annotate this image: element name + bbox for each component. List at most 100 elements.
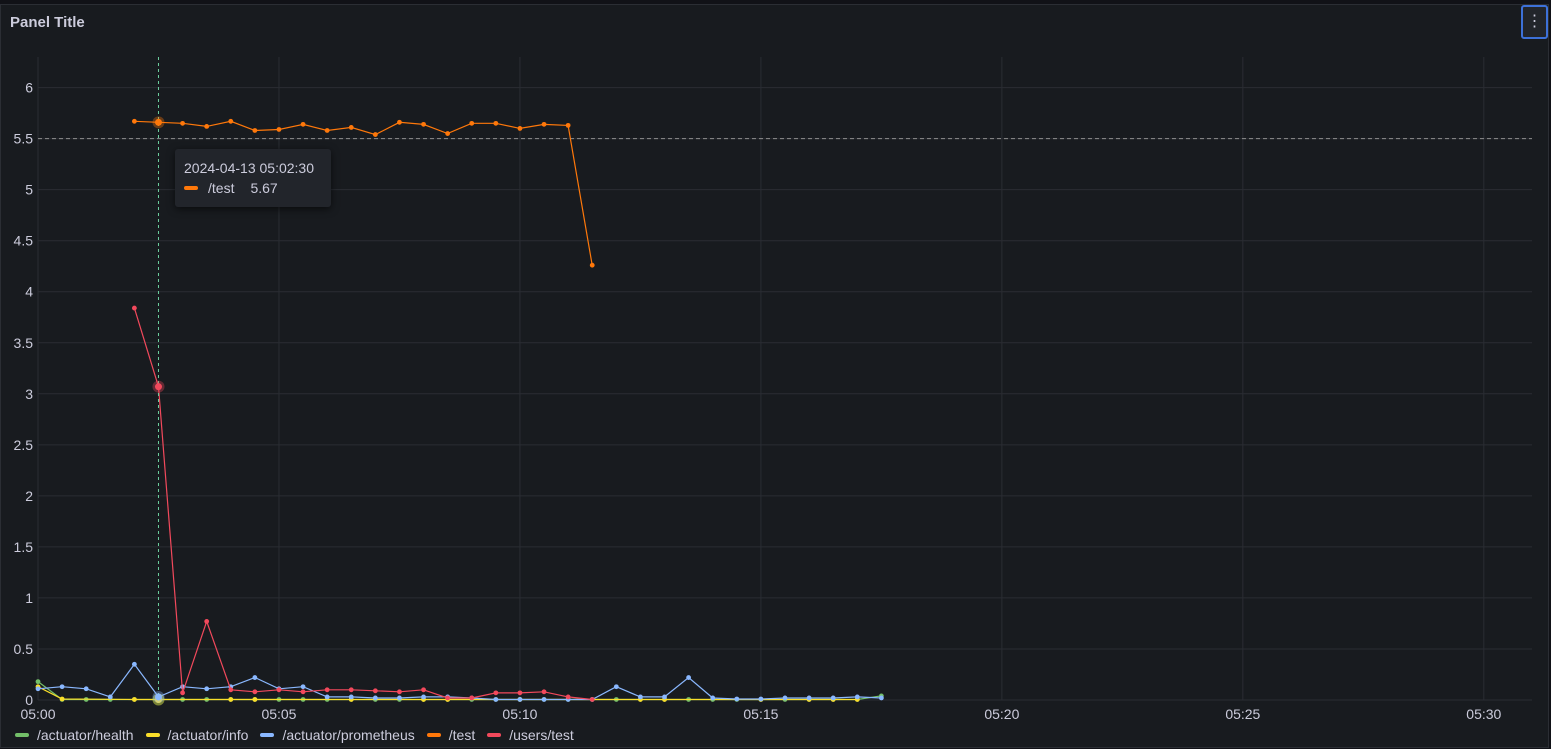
panel-menu-button[interactable]: ⋮ bbox=[1521, 5, 1548, 39]
data-point[interactable] bbox=[131, 118, 137, 124]
data-point[interactable] bbox=[324, 694, 330, 700]
data-point[interactable] bbox=[541, 121, 547, 127]
data-point[interactable] bbox=[324, 687, 330, 693]
legend-item[interactable]: /actuator/health bbox=[15, 727, 134, 743]
chart-legend: /actuator/health/actuator/info/actuator/… bbox=[15, 727, 574, 743]
data-point[interactable] bbox=[276, 127, 282, 132]
data-point[interactable] bbox=[228, 687, 234, 693]
data-point[interactable] bbox=[517, 690, 523, 696]
data-point[interactable] bbox=[372, 695, 378, 701]
data-point[interactable] bbox=[493, 697, 499, 702]
crosshair bbox=[152, 57, 165, 706]
data-point[interactable] bbox=[830, 695, 836, 701]
data-point[interactable] bbox=[397, 695, 402, 701]
data-point[interactable] bbox=[517, 126, 523, 131]
data-point[interactable] bbox=[252, 697, 258, 702]
y-tick-label: 3.5 bbox=[14, 335, 34, 351]
data-point[interactable] bbox=[686, 675, 692, 680]
y-tick-label: 0 bbox=[25, 692, 33, 708]
legend-item[interactable]: /actuator/prometheus bbox=[260, 727, 415, 743]
data-point[interactable] bbox=[734, 696, 740, 702]
x-tick-label: 05:10 bbox=[502, 706, 537, 722]
chart-series bbox=[35, 118, 884, 702]
data-point[interactable] bbox=[469, 120, 475, 126]
series-actuator-prometheus[interactable] bbox=[35, 661, 884, 702]
data-point[interactable] bbox=[131, 661, 137, 667]
x-axis: 05:00 05:05 05:10 05:15 05:20 05:25 05:30 bbox=[20, 706, 1501, 722]
data-point[interactable] bbox=[276, 687, 282, 693]
data-point[interactable] bbox=[541, 697, 547, 702]
data-point[interactable] bbox=[324, 128, 330, 133]
panel-title: Panel Title bbox=[10, 14, 85, 31]
data-point[interactable] bbox=[59, 684, 65, 690]
data-point[interactable] bbox=[300, 684, 306, 690]
data-point[interactable] bbox=[131, 305, 137, 311]
data-point[interactable] bbox=[421, 694, 426, 700]
data-point[interactable] bbox=[541, 689, 547, 695]
tooltip-series: /test bbox=[208, 180, 235, 196]
data-point[interactable] bbox=[204, 124, 210, 129]
series-users-test[interactable] bbox=[131, 305, 595, 702]
data-point[interactable] bbox=[517, 697, 523, 702]
data-point[interactable] bbox=[372, 132, 378, 137]
x-tick-label: 05:25 bbox=[1225, 706, 1260, 722]
data-point[interactable] bbox=[878, 695, 884, 701]
data-point[interactable] bbox=[589, 262, 595, 268]
tooltip-row: /test 5.67 bbox=[184, 180, 278, 196]
data-point[interactable] bbox=[421, 687, 426, 693]
data-point[interactable] bbox=[300, 689, 306, 695]
data-point[interactable] bbox=[445, 131, 451, 136]
data-point[interactable] bbox=[589, 697, 595, 702]
data-point[interactable] bbox=[710, 695, 716, 701]
series-line bbox=[37, 681, 882, 701]
legend-item[interactable]: /actuator/info bbox=[145, 727, 249, 743]
data-point[interactable] bbox=[469, 695, 475, 701]
data-point[interactable] bbox=[252, 128, 258, 133]
legend-item[interactable]: /test bbox=[426, 727, 476, 743]
data-point[interactable] bbox=[59, 696, 65, 702]
data-point[interactable] bbox=[107, 694, 113, 700]
data-point[interactable] bbox=[565, 694, 571, 700]
data-point[interactable] bbox=[638, 694, 643, 700]
data-point[interactable] bbox=[204, 686, 210, 692]
data-point[interactable] bbox=[228, 697, 234, 702]
legend-item[interactable]: /users/test bbox=[487, 727, 574, 743]
data-point[interactable] bbox=[806, 695, 812, 701]
data-point[interactable] bbox=[180, 120, 185, 126]
data-point[interactable] bbox=[131, 697, 137, 702]
data-point[interactable] bbox=[252, 675, 258, 680]
kebab-menu-icon: ⋮ bbox=[1526, 13, 1543, 30]
data-point[interactable] bbox=[854, 694, 860, 700]
data-point[interactable] bbox=[83, 686, 89, 692]
data-point[interactable] bbox=[397, 119, 402, 125]
x-tick-label: 05:30 bbox=[1466, 706, 1501, 722]
data-point[interactable] bbox=[228, 118, 234, 124]
data-point[interactable] bbox=[35, 679, 41, 685]
data-point[interactable] bbox=[662, 694, 667, 700]
data-point[interactable] bbox=[758, 696, 764, 702]
data-point[interactable] bbox=[204, 619, 210, 624]
data-point[interactable] bbox=[565, 122, 571, 128]
data-point[interactable] bbox=[35, 686, 41, 692]
data-point[interactable] bbox=[348, 694, 354, 700]
data-point[interactable] bbox=[180, 690, 185, 696]
legend-swatch bbox=[260, 733, 275, 737]
legend-label: /test bbox=[448, 727, 476, 743]
data-point[interactable] bbox=[348, 687, 354, 693]
data-point[interactable] bbox=[372, 688, 378, 694]
y-tick-label: 5.5 bbox=[14, 131, 34, 147]
data-point[interactable] bbox=[613, 684, 619, 690]
y-tick-label: 4.5 bbox=[14, 233, 34, 249]
data-point[interactable] bbox=[445, 695, 451, 701]
data-point[interactable] bbox=[348, 125, 354, 130]
data-point[interactable] bbox=[782, 695, 788, 701]
data-point[interactable] bbox=[300, 121, 306, 127]
data-point[interactable] bbox=[421, 121, 426, 127]
data-point[interactable] bbox=[493, 690, 499, 696]
legend-label: /actuator/info bbox=[167, 727, 249, 743]
data-point[interactable] bbox=[397, 689, 402, 695]
data-point[interactable] bbox=[252, 689, 258, 695]
data-point[interactable] bbox=[493, 120, 499, 126]
legend-swatch bbox=[15, 733, 29, 737]
